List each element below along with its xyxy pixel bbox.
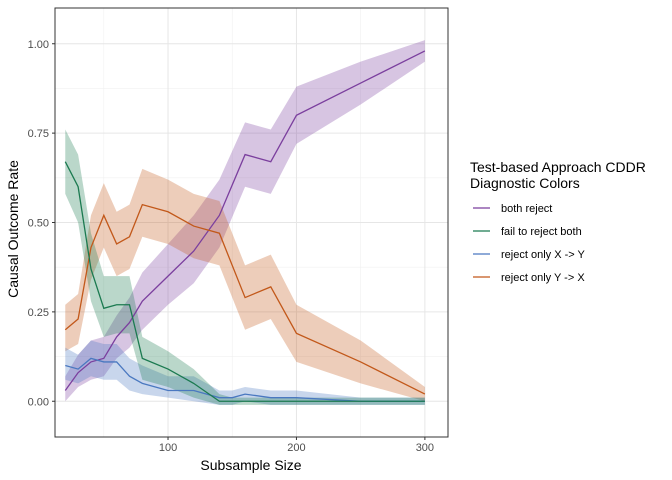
y-tick-label: 0.75 <box>28 128 49 140</box>
line-reject-only-x-y <box>65 357 425 402</box>
x-axis: 100 200 300 <box>159 437 434 454</box>
legend: Test-based Approach CDDR Diagnostic Colo… <box>470 159 646 284</box>
band-reject-only-y-x <box>65 168 425 402</box>
series-lines <box>64 50 426 402</box>
legend-label-fail-to-reject-both: fail to reject both <box>501 226 582 238</box>
legend-label-both-reject: both reject <box>501 203 552 215</box>
x-tick-label: 300 <box>416 442 434 454</box>
y-tick-label: 1.00 <box>28 39 49 51</box>
y-tick-label: 0.25 <box>28 307 49 319</box>
y-axis: 0.00 0.25 0.50 0.75 1.00 <box>28 39 55 408</box>
legend-label-reject-only-y-x: reject only Y -> X <box>501 272 585 284</box>
y-axis-title: Causal Outcome Rate <box>5 160 21 298</box>
x-tick-label: 200 <box>287 442 305 454</box>
band-reject-only-x-y <box>65 340 425 405</box>
x-tick-label: 100 <box>159 442 177 454</box>
line-reject-only-y-x <box>64 203 426 395</box>
legend-label-reject-only-x-y: reject only X -> Y <box>501 249 586 261</box>
confidence-bands <box>65 40 425 405</box>
x-axis-title: Subsample Size <box>200 457 301 473</box>
legend-title-line-1: Test-based Approach CDDR <box>470 159 646 175</box>
line-fail-to-reject-both <box>64 161 425 402</box>
legend-title-line-2: Diagnostic Colors <box>470 175 580 191</box>
y-tick-label: 0.50 <box>28 218 49 230</box>
line-both-reject <box>64 50 426 391</box>
y-tick-label: 0.00 <box>28 396 49 408</box>
band-both-reject <box>65 40 425 402</box>
